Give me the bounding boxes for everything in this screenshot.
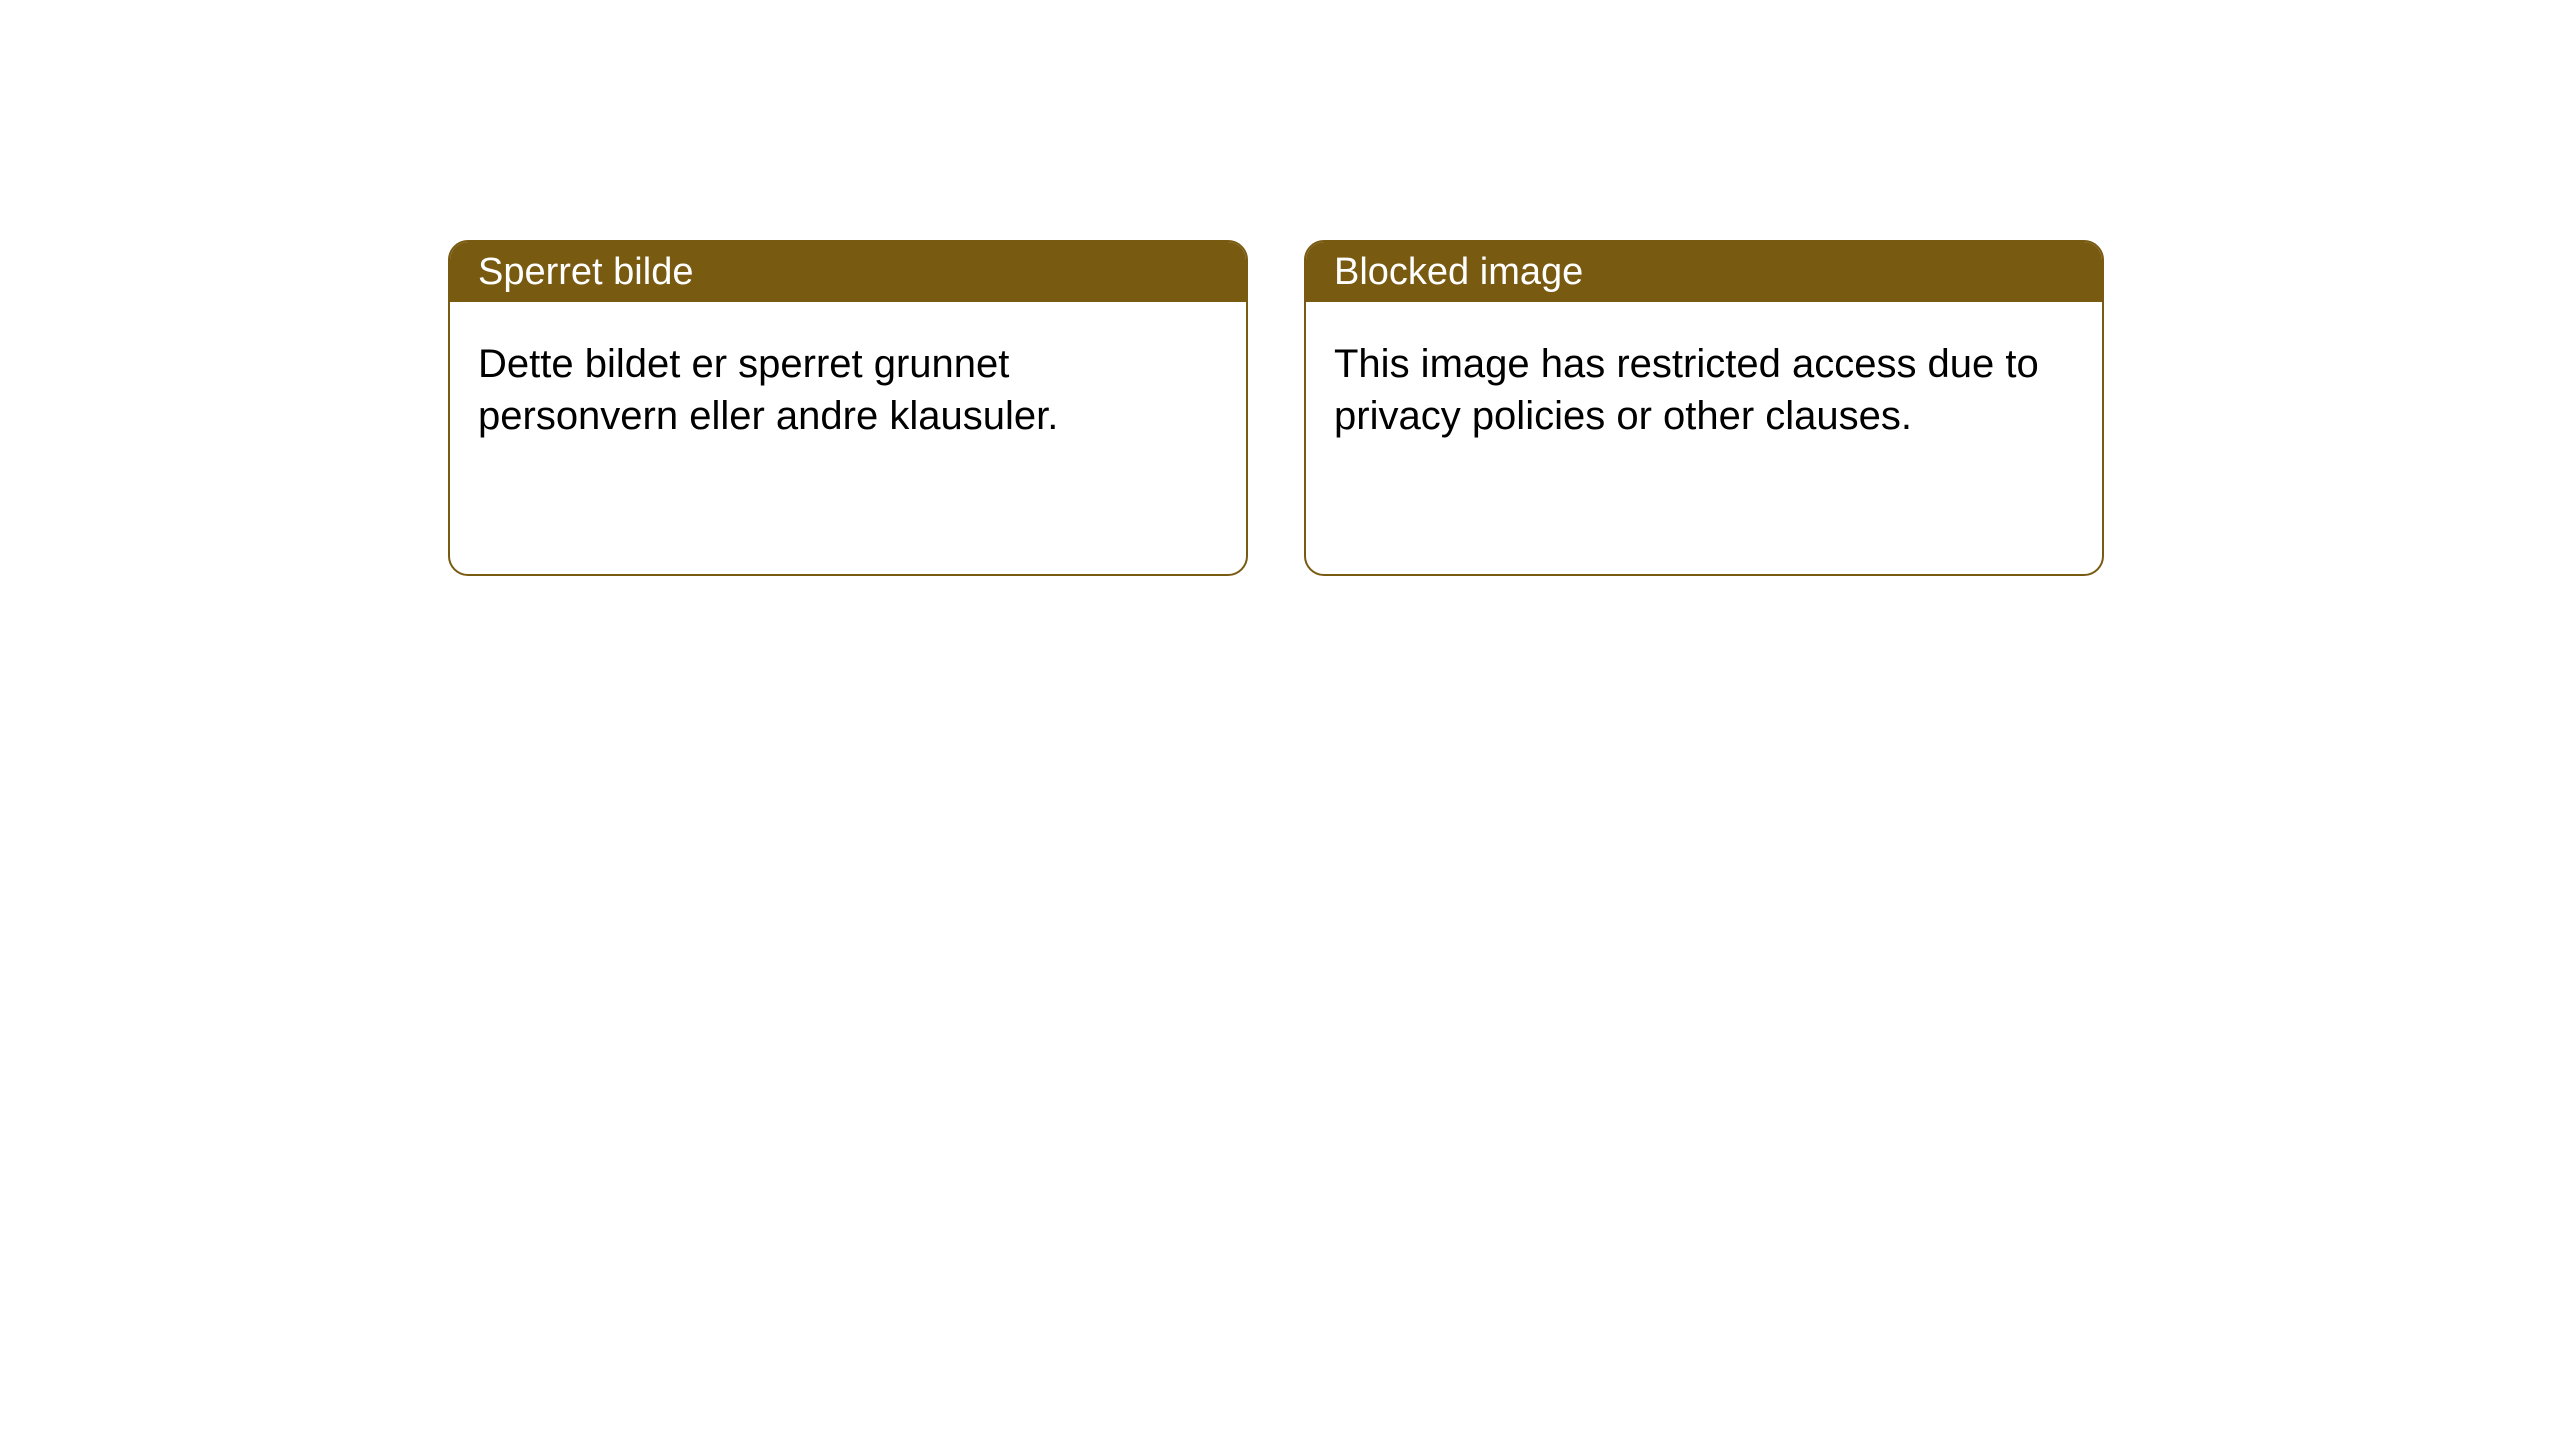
notice-title: Sperret bilde — [478, 251, 693, 294]
notice-body-text: Dette bildet er sperret grunnet personve… — [478, 342, 1058, 438]
notice-card-english: Blocked image This image has restricted … — [1304, 240, 2104, 576]
notice-card-norwegian: Sperret bilde Dette bildet er sperret gr… — [448, 240, 1248, 576]
notice-body-text: This image has restricted access due to … — [1334, 342, 2039, 438]
notice-title: Blocked image — [1334, 251, 1583, 294]
notice-body: This image has restricted access due to … — [1306, 302, 2102, 478]
notice-body: Dette bildet er sperret grunnet personve… — [450, 302, 1246, 478]
notice-header: Sperret bilde — [450, 242, 1246, 302]
notice-header: Blocked image — [1306, 242, 2102, 302]
notice-container: Sperret bilde Dette bildet er sperret gr… — [0, 0, 2560, 576]
